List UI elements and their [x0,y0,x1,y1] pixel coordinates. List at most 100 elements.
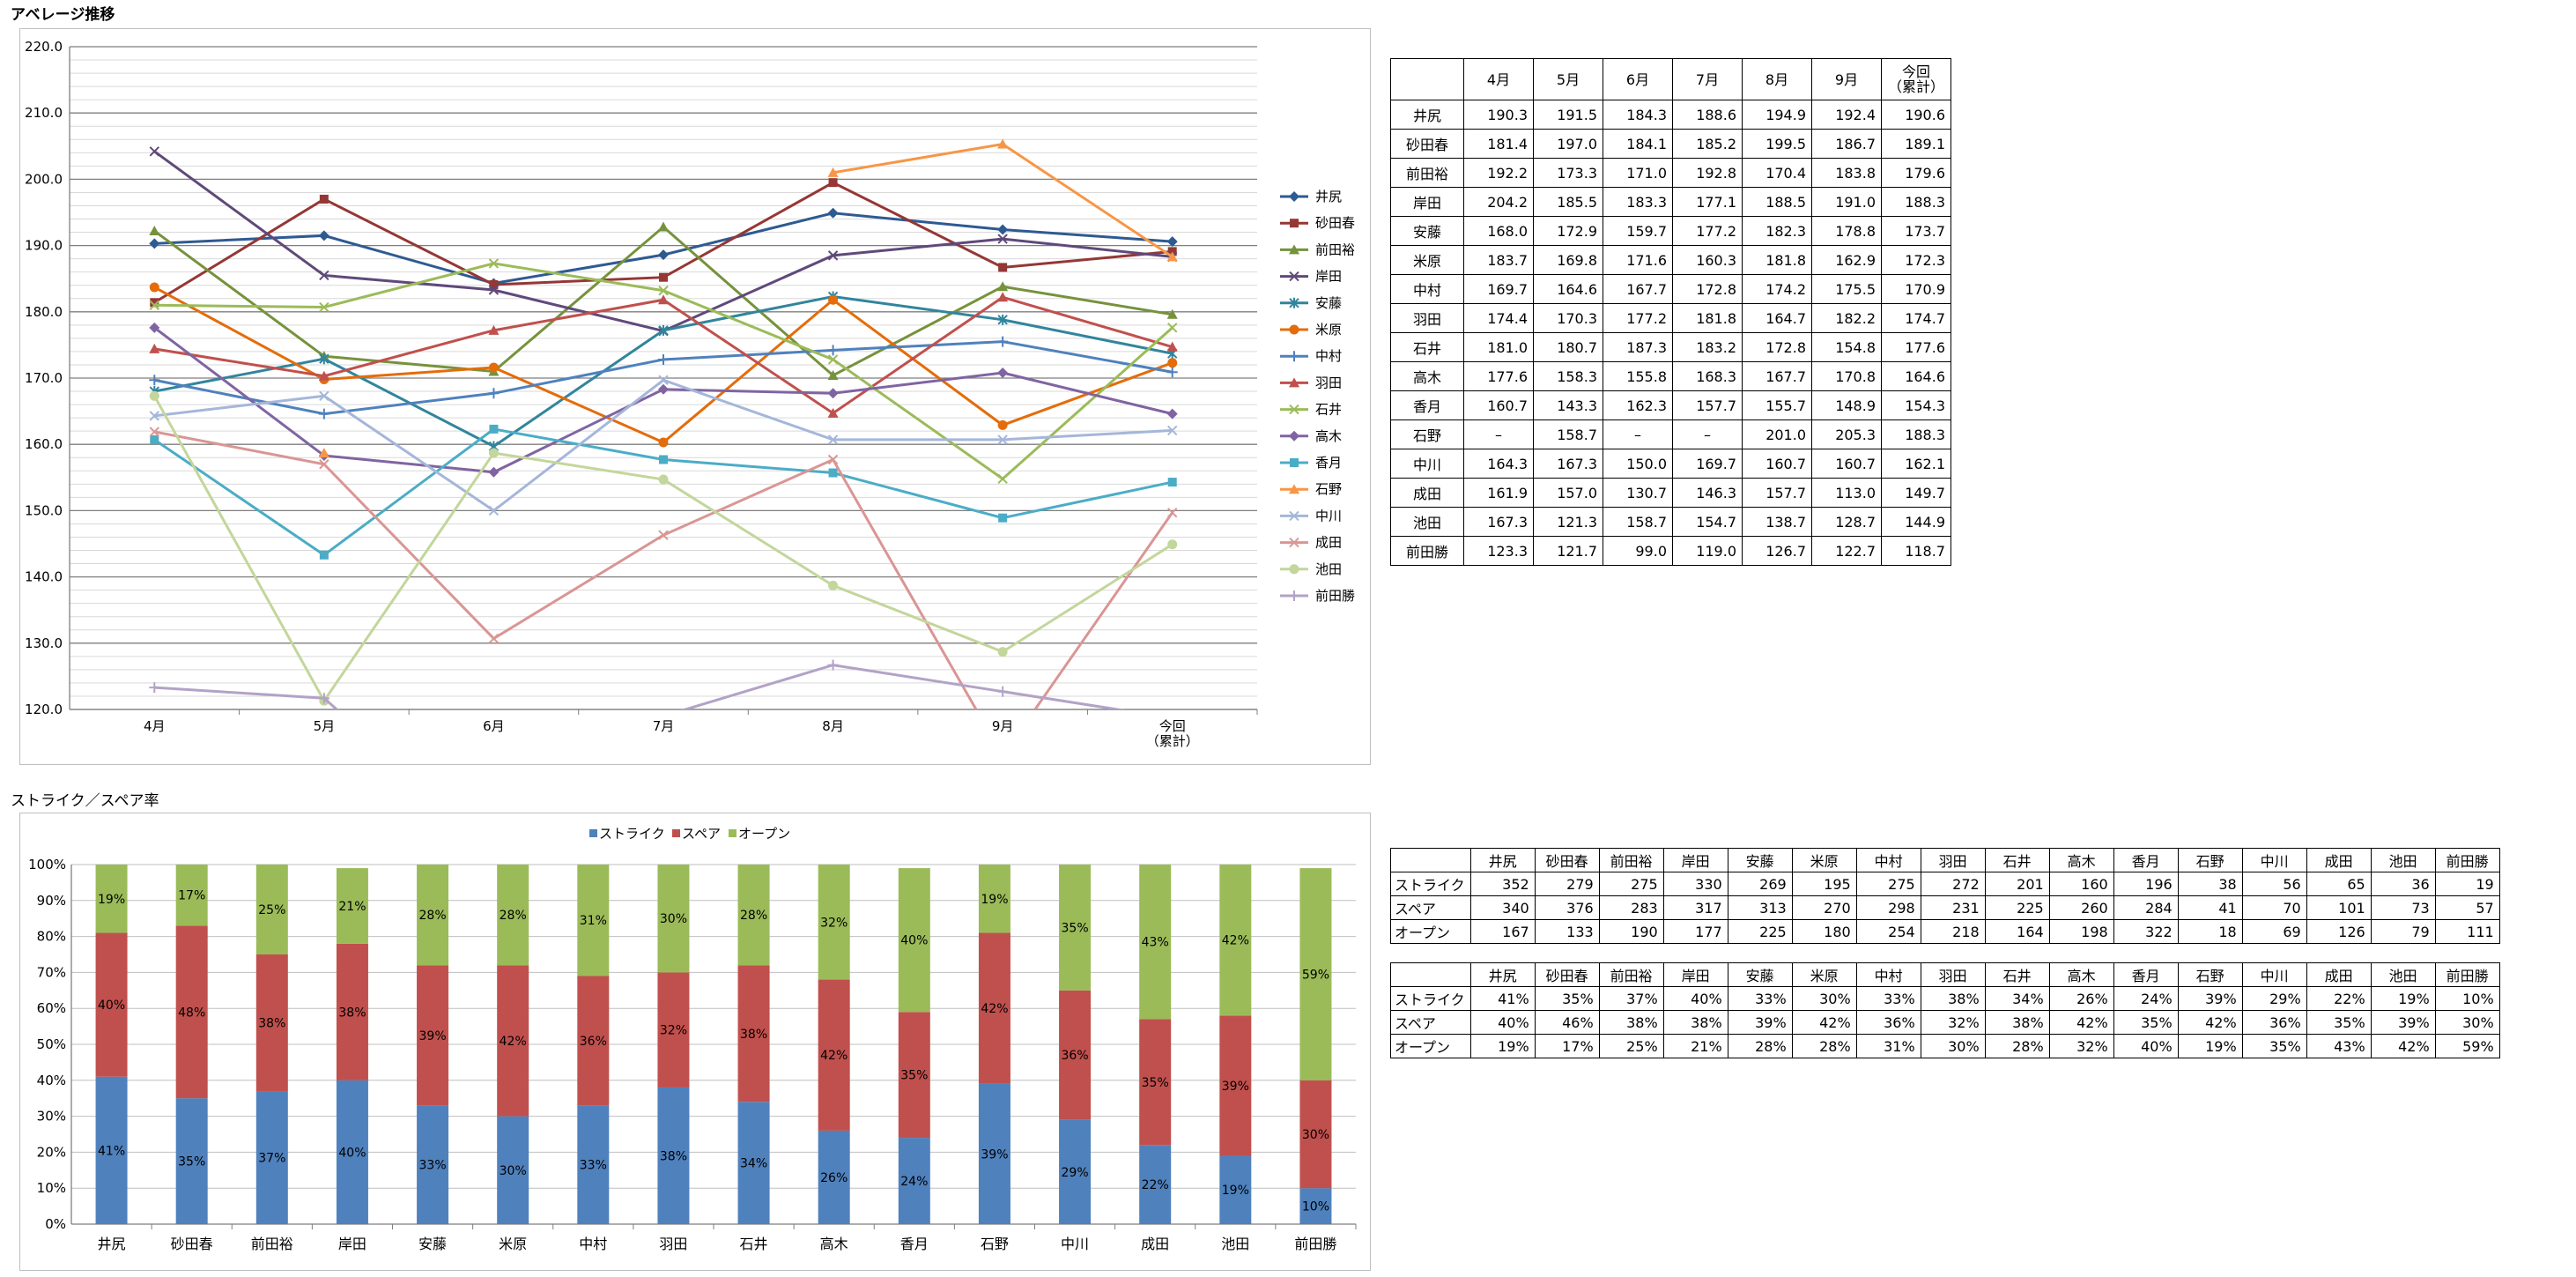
point-高木 [658,383,669,395]
series-成田 [149,427,1178,709]
count-table-column-header: 前田勝 [2434,848,2500,872]
average-table-row: 成田 161.9 157.0 130.7 146.3 157.7 113.0 149.7 [1390,478,1951,508]
average-table-column-header: 4月 [1463,58,1534,100]
y-tick-label: 70% [37,964,66,980]
average-table-cell: 154.3 [1881,390,1951,420]
count-table-column-header: 井尻 [1469,848,1536,872]
x-tick-label: 成田 [1141,1236,1169,1252]
data-label-オープン-香月: 40% [900,934,928,948]
average-table-cell: 146.3 [1672,478,1743,508]
x-tick-label: 4月 [144,718,166,734]
count-table-cell: 279 [1534,872,1600,896]
count-table-cell: 254 [1855,919,1921,944]
point-香月 [319,550,329,560]
x-tick-label: 井尻 [98,1236,126,1252]
average-line-chart: 120.0 130.0 140.0 150.0 160.0 170.0 180.0 190.0… [19,28,1371,765]
data-label-スペア-前田勝: 30% [1302,1128,1329,1142]
average-table-cell: 158.3 [1533,361,1603,391]
data-label-オープン-岸田: 21% [338,900,366,914]
bar-ストライク-羽田 [657,1087,690,1224]
data-label-スペア-石井: 38% [740,1028,767,1042]
bar-ストライク-石野 [978,1083,1010,1224]
point-米原 [997,419,1008,430]
point-高木 [149,322,160,333]
percentage-table-column-header: 中村 [1855,962,1921,987]
point-岸田 [149,146,159,157]
bar-スペア-中川 [1059,990,1092,1120]
percentage-table-cell: 28% [1727,1034,1793,1058]
percentage-table-column-header: 井尻 [1469,962,1536,987]
bar-スペア-中村 [577,976,610,1106]
data-label-ストライク-石井: 34% [740,1157,767,1171]
count-table-corner-cell [1390,848,1471,872]
point-砂田春 [659,272,668,282]
legend-marker-井尻 [1289,191,1299,202]
point-石井 [488,258,500,269]
bar-オープン-中村 [577,865,610,976]
average-table-column-header: 8月 [1742,58,1812,100]
count-table-cell: 269 [1727,872,1793,896]
legend-label-池田: 池田 [1315,561,1342,577]
average-table-cell: 164.7 [1742,303,1812,333]
point-安藤 [658,324,669,336]
bar-ストライク-前田裕 [255,1091,288,1224]
average-table-cell: 188.3 [1881,419,1951,449]
bar-オープン-安藤 [417,865,449,966]
bar-ストライク-安藤 [417,1105,449,1224]
point-前田裕 [149,226,160,236]
count-table-column-header: 米原 [1791,848,1857,872]
average-table-cell: 162.3 [1603,390,1673,420]
average-table-cell: 160.3 [1672,245,1743,275]
average-table-cell: – [1672,419,1743,449]
percentage-table-column-header: 高木 [2048,962,2114,987]
percentage-table-cell: 40% [2113,1034,2179,1058]
percentage-table-cell: 40% [1662,986,1728,1011]
count-table-cell: 225 [1727,919,1793,944]
bar-オープン-中川 [1059,865,1092,991]
point-砂田春 [998,263,1008,272]
average-table-cell: 185.5 [1533,187,1603,217]
count-table-cell: 275 [1598,872,1664,896]
bar-スペア-池田 [1219,1015,1252,1156]
point-石井 [319,301,329,313]
count-table-row: スペア 340 376 283 317 313 270 298 231 225 260 284 41 70… [1390,895,2500,920]
percentage-table-cell: 35% [1534,986,1600,1011]
x-tick-label: 今回（累計） [1146,718,1199,749]
point-井尻 [318,230,329,241]
average-table-cell: 169.8 [1533,245,1603,275]
average-table-cell: 183.3 [1603,187,1673,217]
percentage-table-corner-cell [1390,962,1471,987]
average-table-row: 中川 164.3 167.3 150.0 169.7 160.7 160.7 162.1 [1390,449,1951,479]
bar-オープン-石井 [737,865,770,966]
point-前田勝 [149,682,160,694]
percentage-table-column-header: 前田勝 [2434,962,2500,987]
series-石野 [318,138,1178,457]
data-label-スペア-高木: 42% [820,1049,848,1063]
average-table-cell: 159.7 [1603,216,1673,246]
point-香月 [998,513,1008,523]
count-table-cell: 275 [1855,872,1921,896]
bar-オープン-成田 [1139,865,1172,1020]
bar-オープン-池田 [1219,865,1252,1016]
count-table-cell: 160 [2048,872,2114,896]
data-label-スペア-井尻: 40% [98,999,125,1013]
strike-spare-bar-chart: 0% 10% 20% 30% 40% 50% 60% 70% 80% 90% 100% 41% 40% 1… [19,813,1371,1271]
percentage-table-cell: 38% [1598,1010,1664,1035]
percentage-table-cell: 39% [2177,986,2243,1011]
count-table-header-row: 井尻 砂田春 前田裕 岸田 安藤 米原 中村 羽田 石井 高木 香月 石野 中川 成田 池田 前田勝 [1390,848,2500,872]
y-tick-label: 120.0 [25,702,63,717]
average-table-row-label: 井尻 [1390,100,1464,130]
average-table-cell: 157.7 [1672,390,1743,420]
point-砂田春 [489,279,499,289]
average-table-cell: 174.2 [1742,274,1812,304]
bar-オープン-香月 [898,868,930,1013]
average-table-cell: 177.2 [1603,303,1673,333]
bar-chart-legend: ストライク スペア オープン [589,826,790,842]
legend-marker-池田 [1289,564,1299,575]
point-米原 [149,282,159,293]
legend-label-香月: 香月 [1315,455,1342,471]
average-table-cell: 173.3 [1533,158,1603,188]
point-池田 [658,474,669,485]
percentage-table-cell: 30% [1791,986,1857,1011]
point-前田裕 [658,221,669,232]
